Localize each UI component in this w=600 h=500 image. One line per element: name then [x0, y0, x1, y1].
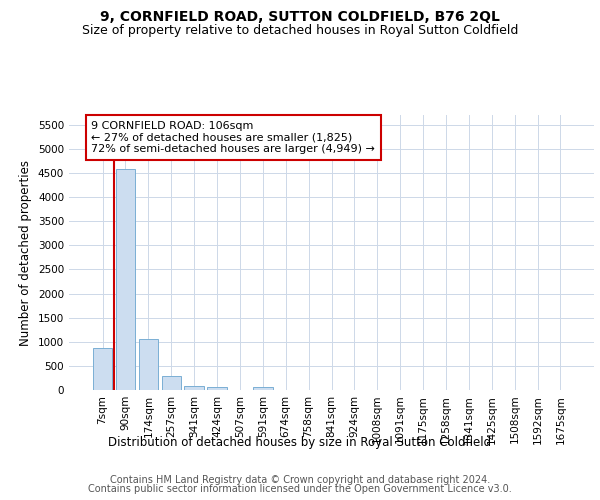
- Bar: [93, 348, 112, 390]
- Text: Distribution of detached houses by size in Royal Sutton Coldfield: Distribution of detached houses by size …: [109, 436, 491, 449]
- Text: 9, CORNFIELD ROAD, SUTTON COLDFIELD, B76 2QL: 9, CORNFIELD ROAD, SUTTON COLDFIELD, B76…: [100, 10, 500, 24]
- Y-axis label: Number of detached properties: Number of detached properties: [19, 160, 32, 346]
- Text: 9 CORNFIELD ROAD: 106sqm
← 27% of detached houses are smaller (1,825)
72% of sem: 9 CORNFIELD ROAD: 106sqm ← 27% of detach…: [91, 121, 375, 154]
- Bar: [139, 340, 158, 390]
- Text: Contains public sector information licensed under the Open Government Licence v3: Contains public sector information licen…: [88, 484, 512, 494]
- Bar: [208, 386, 227, 390]
- Text: Contains HM Land Registry data © Crown copyright and database right 2024.: Contains HM Land Registry data © Crown c…: [110, 475, 490, 485]
- Bar: [161, 376, 181, 390]
- Text: Size of property relative to detached houses in Royal Sutton Coldfield: Size of property relative to detached ho…: [82, 24, 518, 37]
- Bar: [184, 386, 204, 390]
- Bar: [253, 387, 272, 390]
- Bar: [116, 169, 135, 390]
